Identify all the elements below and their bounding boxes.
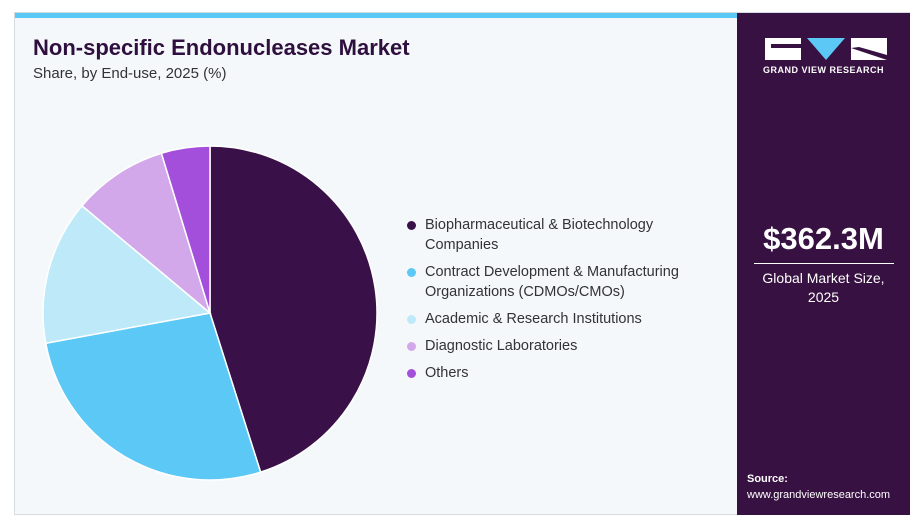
legend-item: Academic & Research Institutions — [407, 309, 727, 329]
accent-strip — [15, 13, 737, 18]
chart-title: Non-specific Endonucleases Market — [33, 35, 410, 60]
source: www.grandviewresearch.com — [747, 489, 891, 501]
legend-item: Others — [407, 363, 727, 383]
source-label: Source: — [747, 473, 788, 485]
chart-subtitle: Share, by End-use, 2025 (%) — [33, 65, 227, 82]
legend-swatch — [407, 369, 416, 378]
pie-slice — [44, 312, 262, 481]
pie-slice — [160, 145, 211, 314]
legend-swatch — [407, 342, 416, 351]
market-size: $362.3M — [763, 221, 884, 256]
legend-label: Contract Development & Manufacturing Org… — [425, 264, 679, 300]
logo-block — [807, 38, 845, 60]
legend-item: Biopharmaceutical & Biotechnology Compan… — [407, 215, 727, 255]
pie-slice — [42, 204, 212, 345]
logo — [765, 38, 887, 60]
legend-label: Academic & Research Institutions — [425, 311, 642, 327]
sidebar: GRAND VIEW RESEARCH $362.3M Global Marke… — [737, 13, 910, 515]
logo-cut — [771, 44, 801, 48]
legend-label: Diagnostic Laboratories — [425, 338, 578, 354]
legend-swatch — [407, 315, 416, 324]
pie-slice — [80, 152, 212, 316]
legend: Biopharmaceutical & Biotechnology Compan… — [407, 215, 727, 390]
legend-item: Contract Development & Manufacturing Org… — [407, 262, 727, 302]
logo-block — [765, 38, 801, 60]
legend-swatch — [407, 268, 416, 277]
market-size-label: Global Market Size, 2025 — [762, 270, 885, 305]
legend-label: Biopharmaceutical & Biotechnology Compan… — [425, 217, 654, 253]
legend-item: Diagnostic Laboratories — [407, 336, 727, 356]
legend-swatch — [407, 221, 416, 230]
divider — [754, 263, 894, 264]
logo-cut — [851, 47, 887, 60]
pie-chart — [42, 145, 378, 481]
brand: GRAND VIEW RESEARCH — [762, 65, 884, 75]
legend-label: Others — [425, 365, 469, 381]
card: Non-specific Endonucleases Market Share,… — [14, 12, 910, 515]
pie-slice — [209, 145, 378, 474]
